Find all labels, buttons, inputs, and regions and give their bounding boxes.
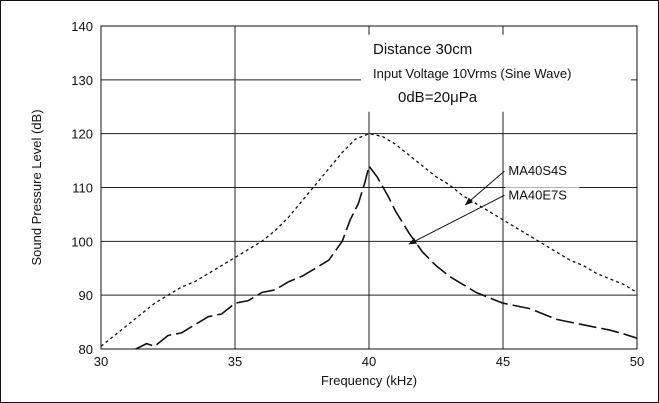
x-axis-title: Frequency (kHz)	[321, 373, 417, 388]
series-arrow-ma40s4s	[464, 170, 505, 206]
series-group	[100, 133, 638, 350]
x-tick-label-50: 50	[630, 354, 644, 369]
series-label-ma40e7s: MA40E7S	[508, 187, 567, 202]
annotation-background	[361, 34, 631, 112]
annotation-line-voltage: Input Voltage 10Vrms (Sine Wave)	[373, 66, 571, 81]
y-tick-label-80: 80	[79, 342, 93, 357]
series-labels: MA40S4S MA40E7S	[408, 163, 580, 245]
series-arrow-ma40e7s	[408, 194, 505, 245]
y-tick-label-120: 120	[71, 127, 93, 142]
series-label-bg-ma40e7s	[505, 187, 580, 204]
y-tick-label-110: 110	[72, 181, 93, 196]
series-label-bg-ma40s4s	[505, 163, 580, 180]
series-line-ma40s4s	[100, 133, 638, 347]
x-tick-label-40: 40	[362, 354, 376, 369]
y-tick-label-130: 130	[71, 73, 93, 88]
x-tick-label-30: 30	[94, 354, 108, 369]
x-tick-label-45: 45	[496, 354, 510, 369]
y-axis-title: Sound Pressure Level (dB)	[29, 109, 44, 265]
annotation-line-reference: 0dB=20μPa	[398, 89, 478, 106]
y-tick-label-140: 140	[71, 19, 93, 34]
series-label-ma40s4s: MA40S4S	[508, 163, 567, 178]
y-tick-label-100: 100	[71, 234, 93, 249]
series-line-ma40e7s	[135, 165, 638, 350]
x-tick-label-35: 35	[228, 354, 242, 369]
annotation-box: Distance 30cm Input Voltage 10Vrms (Sine…	[361, 34, 631, 112]
plot-border	[100, 25, 638, 350]
tick-labels: 30 35 40 45 50 80 90 100 110 120 130 140	[71, 19, 644, 369]
y-tick-label-90: 90	[79, 288, 93, 303]
annotation-line-distance: Distance 30cm	[373, 41, 472, 58]
